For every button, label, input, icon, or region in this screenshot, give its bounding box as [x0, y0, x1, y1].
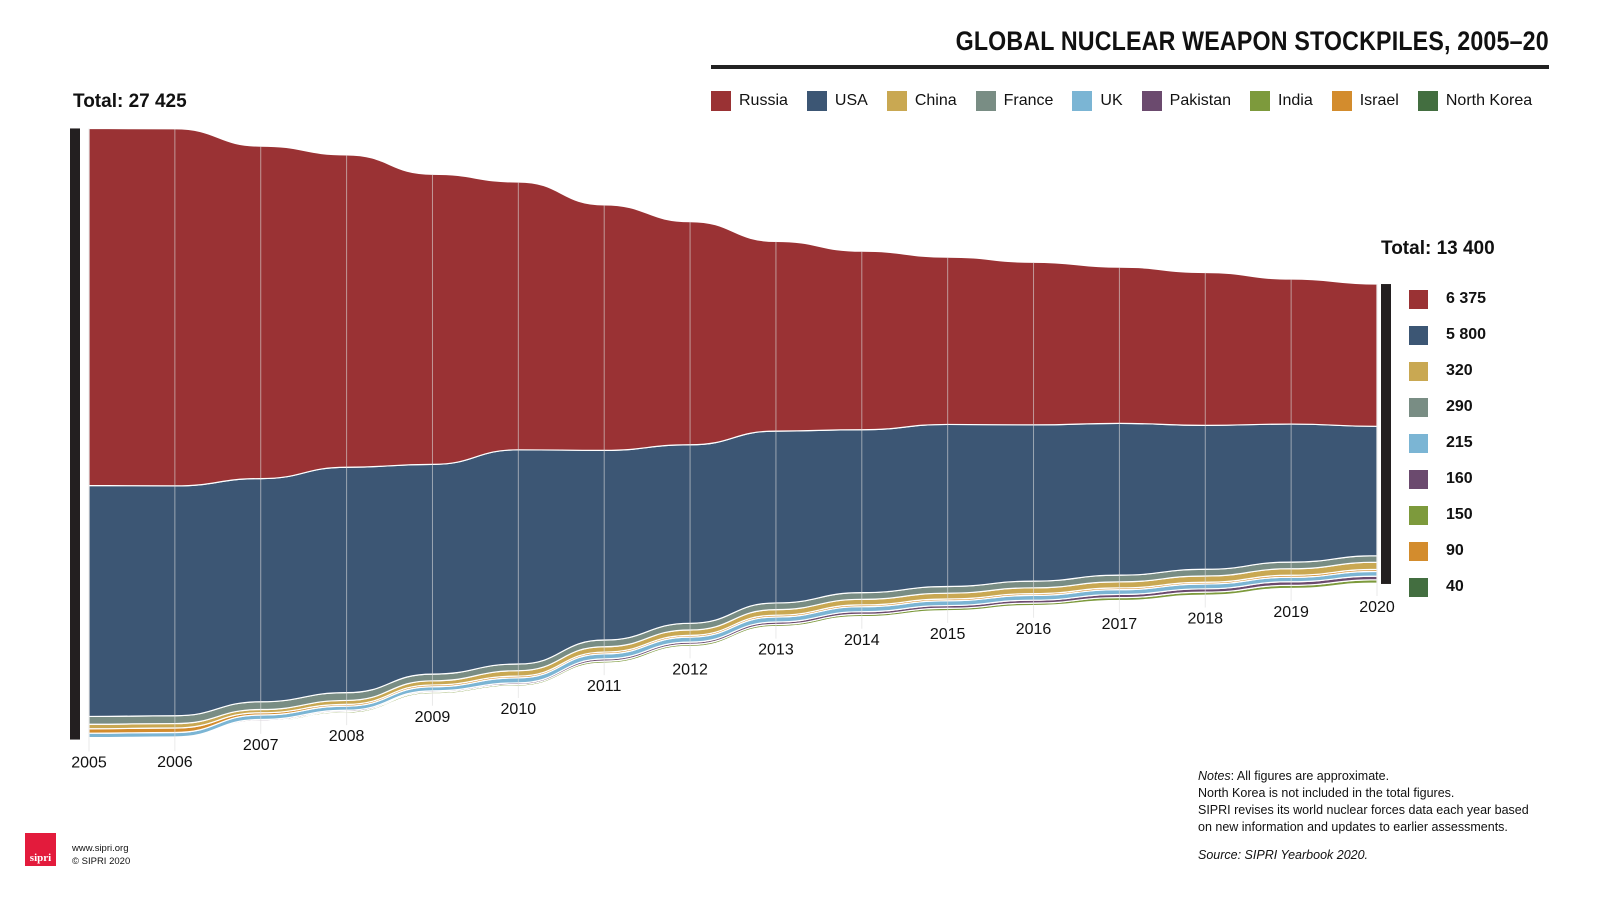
legend-label: India — [1278, 92, 1313, 109]
x-tick-label: 2019 — [1273, 604, 1309, 621]
end-total: Total: 13 400 — [1381, 238, 1495, 259]
source: Source: SIPRI Yearbook 2020. — [1198, 848, 1369, 862]
end-value-swatch — [1409, 469, 1428, 489]
legend-label: USA — [834, 92, 868, 109]
legend-swatch — [1250, 91, 1271, 111]
end-value-label: 6 375 — [1446, 290, 1487, 307]
legend-label: Israel — [1359, 92, 1399, 109]
end-value-swatch — [1409, 433, 1428, 453]
legend-item-usa: USA — [806, 91, 868, 111]
notes-line: SIPRI revises its world nuclear forces d… — [1198, 803, 1529, 817]
x-tick-label: 2015 — [930, 626, 966, 643]
end-value-swatch — [1409, 577, 1428, 597]
end-value-row: 6 375 — [1409, 281, 1486, 317]
legend-swatch — [1331, 91, 1352, 111]
x-tick-label: 2013 — [758, 642, 794, 659]
x-tick-label: 2012 — [672, 661, 708, 678]
end-value-row: 150 — [1409, 497, 1486, 533]
end-value-swatch — [1409, 325, 1428, 345]
x-tick-label: 2006 — [157, 754, 193, 771]
end-value-row: 40 — [1409, 569, 1486, 605]
legend-swatch — [1072, 91, 1093, 111]
x-tick-label: 2010 — [501, 701, 537, 718]
logo-text: sipri — [29, 852, 52, 864]
end-value-row: 290 — [1409, 389, 1486, 425]
legend-item-india: India — [1250, 91, 1313, 111]
end-value-label: 215 — [1446, 434, 1473, 451]
legend-label: Pakistan — [1169, 92, 1232, 109]
end-value-row: 320 — [1409, 353, 1486, 389]
total-bar — [70, 128, 80, 740]
footer-url[interactable]: www.sipri.org — [72, 843, 129, 854]
legend-swatch — [975, 91, 996, 111]
sipri-logo: sipri — [25, 833, 56, 866]
legend-item-pakistan: Pakistan — [1141, 91, 1232, 111]
footer: www.sipri.org © SIPRI 2020 — [72, 842, 130, 868]
legend: Russia USA China France UK Pakistan India Israe… — [711, 91, 1551, 111]
legend-label: UK — [1100, 92, 1123, 109]
x-tick-label: 2008 — [329, 728, 365, 745]
end-values: 6 375 5 800 320 290 215 160 150 90 40 — [1409, 281, 1486, 605]
start-total: Total: 27 425 — [73, 91, 187, 112]
total-bar — [1381, 284, 1391, 584]
legend-label: Russia — [739, 92, 788, 109]
x-tick-label: 2017 — [1102, 616, 1138, 633]
title-rule — [711, 65, 1549, 69]
legend-item-uk: UK — [1072, 91, 1123, 111]
end-value-label: 160 — [1446, 470, 1473, 487]
end-value-label: 5 800 — [1446, 326, 1487, 343]
end-value-swatch — [1409, 361, 1428, 381]
x-tick-label: 2014 — [844, 632, 880, 649]
end-value-label: 290 — [1446, 398, 1473, 415]
legend-swatch — [886, 91, 907, 111]
notes-line: North Korea is not included in the total… — [1198, 786, 1455, 800]
end-value-swatch — [1409, 541, 1428, 561]
end-value-row: 160 — [1409, 461, 1486, 497]
end-value-swatch — [1409, 289, 1428, 309]
x-tick-label: 2009 — [415, 709, 451, 726]
end-value-row: 5 800 — [1409, 317, 1486, 353]
end-value-swatch — [1409, 397, 1428, 417]
notes-line: on new information and updates to earlie… — [1198, 820, 1508, 834]
x-tick-label: 2011 — [587, 678, 622, 695]
legend-item-france: France — [975, 91, 1054, 111]
end-value-label: 320 — [1446, 362, 1473, 379]
legend-swatch — [1417, 91, 1438, 111]
legend-label: China — [914, 92, 957, 109]
chart-title: GLOBAL NUCLEAR WEAPON STOCKPILES, 2005–2… — [955, 26, 1549, 56]
x-tick-label: 2005 — [71, 755, 107, 772]
notes: Notes: All figures are approximate. Nort… — [1198, 768, 1529, 836]
notes-line: : All figures are approximate. — [1230, 769, 1390, 783]
footer-copyright: © SIPRI 2020 — [72, 856, 131, 867]
end-value-label: 150 — [1446, 506, 1473, 523]
end-value-row: 90 — [1409, 533, 1486, 569]
legend-swatch — [1141, 91, 1162, 111]
legend-item-israel: Israel — [1331, 91, 1399, 111]
x-tick-label: 2020 — [1359, 599, 1395, 616]
legend-swatch — [806, 91, 827, 111]
end-value-label: 90 — [1446, 542, 1464, 559]
end-value-label: 40 — [1446, 578, 1464, 595]
legend-item-north-korea: North Korea — [1417, 91, 1533, 111]
legend-swatch — [711, 91, 731, 111]
end-value-row: 215 — [1409, 425, 1486, 461]
x-tick-label: 2018 — [1187, 611, 1223, 628]
legend-label: France — [1003, 92, 1054, 109]
x-tick-label: 2016 — [1016, 621, 1052, 638]
legend-label: North Korea — [1445, 92, 1533, 109]
x-tick-label: 2007 — [243, 737, 279, 754]
end-value-swatch — [1409, 505, 1428, 525]
legend-item-russia: Russia — [711, 91, 788, 111]
notes-label: Notes — [1198, 769, 1231, 783]
legend-item-china: China — [886, 91, 957, 111]
